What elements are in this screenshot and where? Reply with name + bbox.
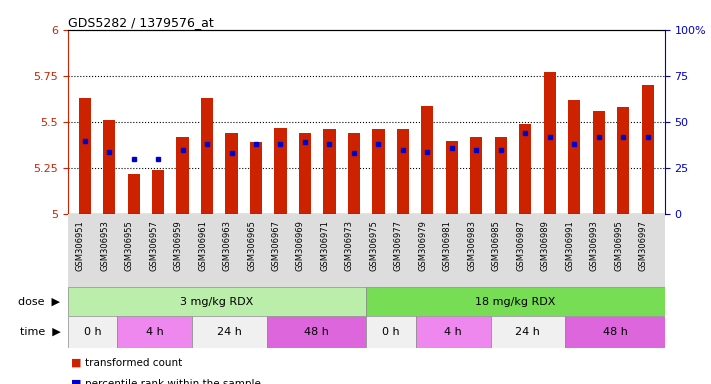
Bar <box>117 316 192 348</box>
Text: GSM306965: GSM306965 <box>247 220 256 271</box>
Text: 18 mg/kg RDX: 18 mg/kg RDX <box>475 296 556 307</box>
Text: time  ▶: time ▶ <box>20 327 60 337</box>
Bar <box>544 72 556 214</box>
Text: GSM306961: GSM306961 <box>198 220 207 271</box>
Text: 48 h: 48 h <box>603 327 627 337</box>
Bar <box>491 316 565 348</box>
Bar <box>192 316 267 348</box>
Text: GSM306981: GSM306981 <box>443 220 451 271</box>
Text: dose  ▶: dose ▶ <box>18 296 60 307</box>
Bar <box>201 98 213 214</box>
Bar <box>103 120 115 214</box>
Text: GSM306951: GSM306951 <box>75 220 85 271</box>
Bar <box>519 124 531 214</box>
Text: GSM306995: GSM306995 <box>614 220 623 271</box>
Text: ■: ■ <box>71 379 82 384</box>
Text: GSM306969: GSM306969 <box>296 220 305 271</box>
Text: GSM306979: GSM306979 <box>418 220 427 271</box>
Text: GSM306953: GSM306953 <box>100 220 109 271</box>
Bar <box>446 141 458 214</box>
Text: percentile rank within the sample: percentile rank within the sample <box>85 379 261 384</box>
Text: GSM306977: GSM306977 <box>394 220 403 271</box>
Text: GDS5282 / 1379576_at: GDS5282 / 1379576_at <box>68 16 213 29</box>
Bar <box>366 316 416 348</box>
Text: 48 h: 48 h <box>304 327 328 337</box>
Bar <box>470 137 483 214</box>
Bar <box>495 137 507 214</box>
Text: GSM306963: GSM306963 <box>223 220 232 271</box>
Text: GSM306975: GSM306975 <box>370 220 378 271</box>
Bar <box>152 170 164 214</box>
Bar <box>416 316 491 348</box>
Text: GSM306967: GSM306967 <box>272 220 281 271</box>
Text: GSM306989: GSM306989 <box>541 220 550 271</box>
Text: GSM306983: GSM306983 <box>467 220 476 271</box>
Text: GSM306959: GSM306959 <box>173 220 183 271</box>
Bar <box>617 108 629 214</box>
Bar <box>78 98 91 214</box>
Bar <box>397 129 409 214</box>
Text: GSM306973: GSM306973 <box>345 220 354 271</box>
Text: GSM306993: GSM306993 <box>589 220 599 271</box>
Bar <box>641 85 654 214</box>
Bar <box>68 287 366 316</box>
Bar <box>274 127 287 214</box>
Bar <box>592 111 605 214</box>
Bar <box>68 316 117 348</box>
Bar <box>366 287 665 316</box>
Text: 24 h: 24 h <box>515 327 540 337</box>
Text: GSM306987: GSM306987 <box>516 220 525 271</box>
Text: GSM306955: GSM306955 <box>124 220 134 271</box>
Text: GSM306985: GSM306985 <box>492 220 501 271</box>
Bar <box>225 133 237 214</box>
Text: transformed count: transformed count <box>85 358 183 368</box>
Text: 3 mg/kg RDX: 3 mg/kg RDX <box>180 296 254 307</box>
Bar <box>176 137 188 214</box>
Text: GSM306997: GSM306997 <box>638 220 648 271</box>
Text: GSM306957: GSM306957 <box>149 220 158 271</box>
Text: 4 h: 4 h <box>146 327 164 337</box>
Bar <box>565 316 665 348</box>
Text: 0 h: 0 h <box>383 327 400 337</box>
Bar <box>568 100 580 214</box>
Text: GSM306971: GSM306971 <box>321 220 329 271</box>
Text: GSM306991: GSM306991 <box>565 220 574 271</box>
Text: 4 h: 4 h <box>444 327 462 337</box>
Text: 24 h: 24 h <box>217 327 242 337</box>
Text: 0 h: 0 h <box>84 327 101 337</box>
Text: ■: ■ <box>71 358 82 368</box>
Bar <box>127 174 140 214</box>
Bar <box>348 133 360 214</box>
Bar <box>373 129 385 214</box>
Bar <box>267 316 366 348</box>
Bar <box>324 129 336 214</box>
Bar <box>299 133 311 214</box>
Bar <box>250 142 262 214</box>
Bar <box>421 106 434 214</box>
